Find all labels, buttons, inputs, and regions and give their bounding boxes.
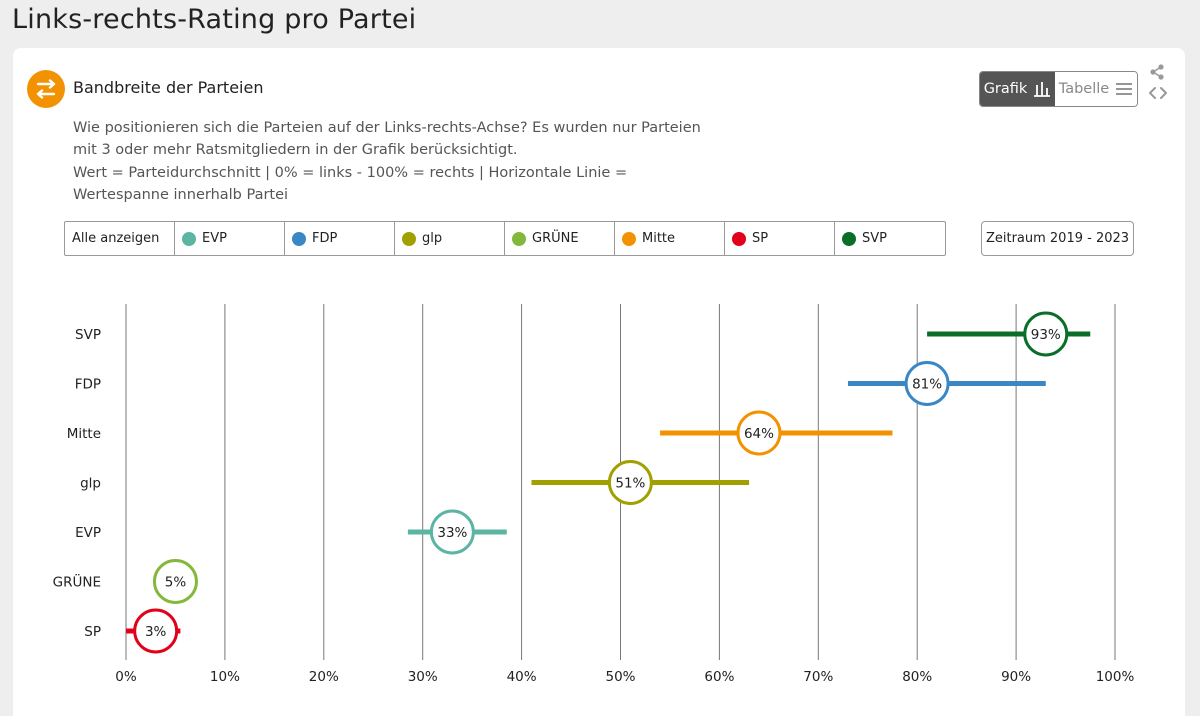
legend-dot	[292, 231, 306, 246]
legend-dot	[622, 231, 636, 246]
value-label: 51%	[615, 476, 645, 492]
party-legend: Alle anzeigen EVP FDP glp GRÜNE Mitte SP	[64, 221, 946, 256]
chart-description: Wie positionieren sich die Parteien auf …	[73, 117, 701, 206]
description-line: Wertespanne innerhalb Partei	[73, 186, 289, 203]
view-toggle: Grafik Tabelle	[979, 71, 1138, 107]
legend-label: GRÜNE	[532, 231, 579, 246]
legend-item-sp[interactable]: SP	[725, 222, 835, 255]
x-tick-label: 60%	[704, 669, 734, 685]
tabelle-label: Tabelle	[1058, 81, 1110, 97]
description-line: Wie positionieren sich die Parteien auf …	[73, 120, 701, 136]
x-tick-label: 0%	[115, 669, 137, 685]
value-label: 3%	[145, 624, 167, 640]
legend-dot	[732, 231, 746, 246]
page-title: Links-rechts-Rating pro Partei	[12, 4, 417, 35]
bar-chart-icon	[1034, 82, 1051, 97]
value-marker	[133, 608, 179, 654]
value-marker	[429, 509, 475, 555]
y-category-label: GRÜNE	[53, 573, 101, 591]
period-label: Zeitraum 2019 - 2023	[985, 231, 1130, 246]
value-label: 5%	[165, 575, 187, 591]
x-tick-label: 10%	[210, 669, 240, 685]
share-icon[interactable]	[1149, 64, 1165, 80]
legend-item-mitte[interactable]: Mitte	[615, 222, 725, 255]
legend-label: Mitte	[642, 231, 676, 246]
x-tick-label: 90%	[1001, 669, 1031, 685]
value-label: 81%	[912, 377, 942, 393]
legend-label: SVP	[862, 231, 887, 246]
y-category-label: FDP	[75, 377, 101, 393]
value-label: 64%	[744, 426, 774, 442]
legend-dot	[512, 231, 526, 246]
y-category-label: Mitte	[67, 426, 101, 442]
x-tick-label: 20%	[309, 669, 339, 685]
x-tick-label: 40%	[507, 669, 537, 685]
legend-label: SP	[752, 231, 769, 246]
y-category-label: SVP	[75, 327, 101, 343]
legend-dot	[842, 231, 856, 246]
tabelle-button[interactable]: Tabelle	[1055, 72, 1137, 106]
y-category-label: EVP	[75, 525, 101, 541]
embed-code-icon[interactable]	[1149, 86, 1167, 100]
value-marker	[607, 460, 653, 505]
list-icon	[1116, 83, 1133, 95]
description-line: Wert = Parteidurchschnitt | 0% = links -…	[73, 164, 628, 181]
legend-item-svp[interactable]: SVP	[835, 222, 945, 255]
left-right-arrows-icon	[27, 70, 65, 108]
legend-label: glp	[422, 231, 443, 246]
legend-label: EVP	[202, 231, 227, 246]
legend-dot	[402, 231, 416, 246]
x-tick-label: 80%	[902, 669, 932, 685]
x-tick-label: 50%	[605, 669, 635, 685]
value-marker	[904, 361, 950, 406]
grafik-label: Grafik	[983, 81, 1028, 97]
legend-label: Alle anzeigen	[72, 231, 160, 246]
value-marker	[736, 410, 782, 456]
grafik-button[interactable]: Grafik	[980, 72, 1055, 106]
card-heading: Bandbreite der Parteien	[73, 78, 264, 97]
value-marker	[152, 559, 198, 604]
legend-item-evp[interactable]: EVP	[175, 222, 285, 255]
legend-item-glp[interactable]: glp	[395, 222, 505, 255]
description-line: mit 3 oder mehr Ratsmitgliedern in der G…	[73, 142, 518, 159]
legend-show-all[interactable]: Alle anzeigen	[65, 222, 175, 255]
x-tick-label: 70%	[803, 669, 833, 685]
x-tick-label: 100%	[1096, 669, 1135, 685]
legend-item-gruene[interactable]: GRÜNE	[505, 222, 615, 255]
legend-item-fdp[interactable]: FDP	[285, 222, 395, 255]
value-label: 93%	[1031, 327, 1061, 343]
value-label: 33%	[437, 525, 467, 541]
period-selector[interactable]: Zeitraum 2019 - 2023	[981, 221, 1134, 256]
legend-dot	[182, 231, 196, 246]
y-category-label: glp	[80, 476, 101, 492]
legend-label: FDP	[312, 231, 338, 246]
value-marker	[1023, 311, 1069, 357]
side-icons	[1149, 64, 1167, 106]
y-category-label: SP	[84, 624, 101, 640]
x-tick-label: 30%	[408, 669, 438, 685]
